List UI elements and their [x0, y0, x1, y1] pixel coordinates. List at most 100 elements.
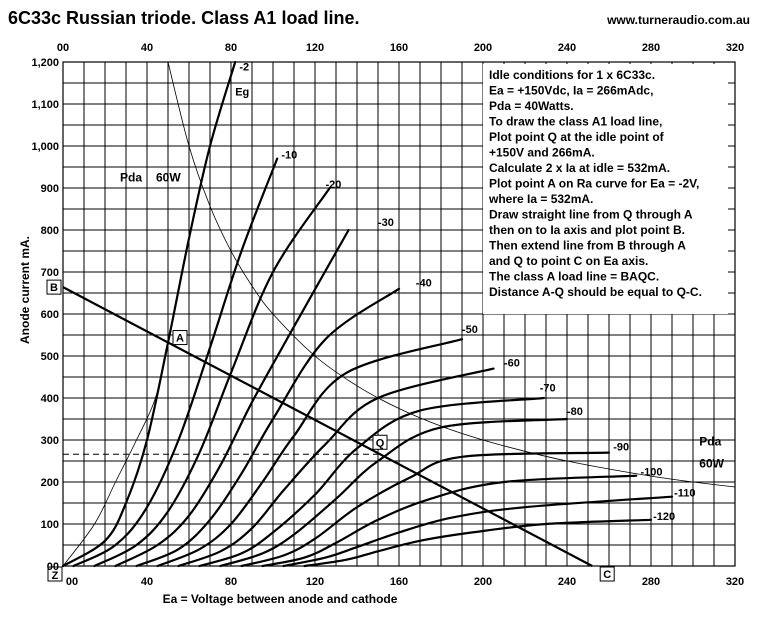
pda-value-left: 60W [156, 171, 181, 185]
y-tick-label: 800 [41, 225, 59, 237]
origin-marker-box [47, 566, 63, 582]
load-point-label: Q [376, 437, 385, 449]
pda-curve: Pda 60W Pda 60W [120, 61, 736, 488]
pda-value-right: 60W [699, 457, 724, 471]
grid-curve-label: -110 [674, 488, 695, 500]
grid-curve-label: -30 [378, 217, 394, 229]
grid-curve-label: -60 [504, 358, 520, 370]
note-line: To draw the class A1 load line, [489, 115, 662, 129]
grid-curve-label: -80 [567, 406, 583, 418]
x-tick-label-bottom: 320 [726, 576, 744, 588]
grid-curve-label: -40 [416, 278, 432, 290]
grid-curve-line [93, 186, 331, 568]
grid-curve-line [177, 367, 495, 568]
x-tick-label-bottom: 80 [225, 576, 237, 588]
grid-curve-label: -90 [613, 442, 629, 454]
axis-ticks: 00 40 80 120 160 200 240 280 320 00 40 80 120 160 200 2… [31, 42, 744, 588]
x-tick-label-top: 40 [141, 42, 153, 54]
grid-curve-label: -100 [641, 467, 663, 479]
grid-curve-line [135, 287, 401, 568]
y-tick-label: 300 [41, 435, 59, 447]
grid-voltage-curves: -2 -10 -20 -30 -40 -50 -60 -70 -80 -90 -100 -110 -12… [61, 60, 696, 568]
x-tick-label-bottom: 160 [390, 576, 408, 588]
grid-curve-line [303, 518, 653, 568]
grid-curve-line [261, 474, 638, 568]
y-tick-label: 00 [47, 561, 59, 573]
pda-label-left: Pda [120, 171, 142, 185]
y-axis-label: Anode current mA. [18, 236, 32, 344]
x-tick-label-top: 80 [225, 42, 237, 54]
grid-curve-line [156, 338, 464, 568]
load-point-box [172, 330, 188, 346]
y-tick-label: 400 [41, 393, 59, 405]
load-line-segment [62, 286, 593, 567]
grid-curve-label: -10 [281, 150, 297, 162]
x-tick-label-top: 320 [726, 42, 744, 54]
y-tick-label: 900 [41, 183, 59, 195]
grid-curve-line [240, 451, 611, 568]
note-line: Distance A-Q should be equal to Q-C. [489, 285, 702, 299]
note-line: +150V and 266mA. [489, 146, 595, 160]
website-label: www.turneraudio.com.au [606, 13, 750, 27]
origin-marker-label: Z [52, 570, 59, 582]
plot-frame [62, 61, 736, 567]
load-point-box [372, 434, 388, 450]
x-tick-label-top: 120 [306, 42, 324, 54]
grid-curve-line [282, 495, 674, 568]
y-tick-label: 700 [41, 267, 59, 279]
load-point-box [599, 566, 615, 582]
eg-label: Eg [235, 86, 249, 98]
load-point-box [46, 279, 62, 295]
grid-curve-label: -2 [239, 61, 249, 73]
grid-curve-line [219, 417, 569, 568]
y-tick-label: 1,000 [31, 141, 59, 153]
note-line: then on to Ia axis and plot point B. [489, 223, 685, 237]
y-tick-label: 100 [41, 519, 59, 531]
note-line: Pda = 40Watts. [489, 99, 574, 113]
notes-panel: Idle conditions for 1 x 6C33c. Ea = +150V… [483, 64, 728, 314]
x-tick-label-bottom: 00 [66, 576, 78, 588]
grid-curve-label: -50 [462, 324, 478, 336]
x-tick-label-bottom: 200 [474, 576, 492, 588]
x-tick-label-bottom: 240 [558, 576, 576, 588]
pda-label-right: Pda [699, 435, 721, 449]
note-line: Plot point Q at the idle point of [489, 130, 665, 144]
note-line: Draw straight line from Q through A [489, 208, 693, 222]
x-tick-label-bottom: 40 [141, 576, 153, 588]
x-tick-label-top: 200 [474, 42, 492, 54]
note-line: Calculate 2 x Ia at idle = 532mA. [489, 161, 670, 175]
note-line: where Ia = 532mA. [488, 192, 593, 206]
note-line: and Q to point C on Ea axis. [489, 254, 648, 268]
grid-curve-label: -120 [653, 511, 675, 523]
y-tick-label: 500 [41, 351, 59, 363]
y-tick-label: 200 [41, 477, 59, 489]
x-tick-label-bottom: 120 [306, 576, 324, 588]
chart-title: 6C33c Russian triode. Class A1 load line… [8, 8, 359, 28]
note-line: Idle conditions for 1 x 6C33c. [489, 68, 655, 82]
grid-curve-label: -70 [540, 383, 556, 395]
x-axis-label: Ea = Voltage between anode and cathode [163, 592, 398, 606]
y-tick-label: 1,100 [31, 99, 59, 111]
load-point-label: A [176, 333, 184, 345]
x-tick-label-top: 160 [390, 42, 408, 54]
y-tick-label: 600 [41, 309, 59, 321]
x-tick-label-top: 240 [558, 42, 576, 54]
grid-curve-line [114, 228, 350, 568]
x-tick-label-top: 00 [57, 42, 69, 54]
note-line: Then extend line from B through A [489, 239, 686, 253]
notes-panel-background [483, 64, 728, 314]
load-point-label: C [603, 569, 611, 581]
note-line: Plot point A on Ra curve for Ea = -2V, [489, 177, 699, 191]
grid-curve-line [198, 396, 545, 568]
pda-curve-line [167, 61, 736, 488]
grid-curve-line [61, 60, 237, 568]
load-point-label: B [50, 282, 58, 294]
grid-curve-line [72, 157, 279, 568]
y-tick-label: 1,200 [31, 57, 59, 69]
load-line: B A Q C Z [46, 279, 615, 582]
note-line: The class A load line = BAQC. [489, 270, 659, 284]
grid-curve-label: -20 [326, 179, 342, 191]
note-line: Ea = +150Vdc, Ia = 266mAdc, [489, 84, 653, 98]
x-tick-label-top: 280 [642, 42, 660, 54]
